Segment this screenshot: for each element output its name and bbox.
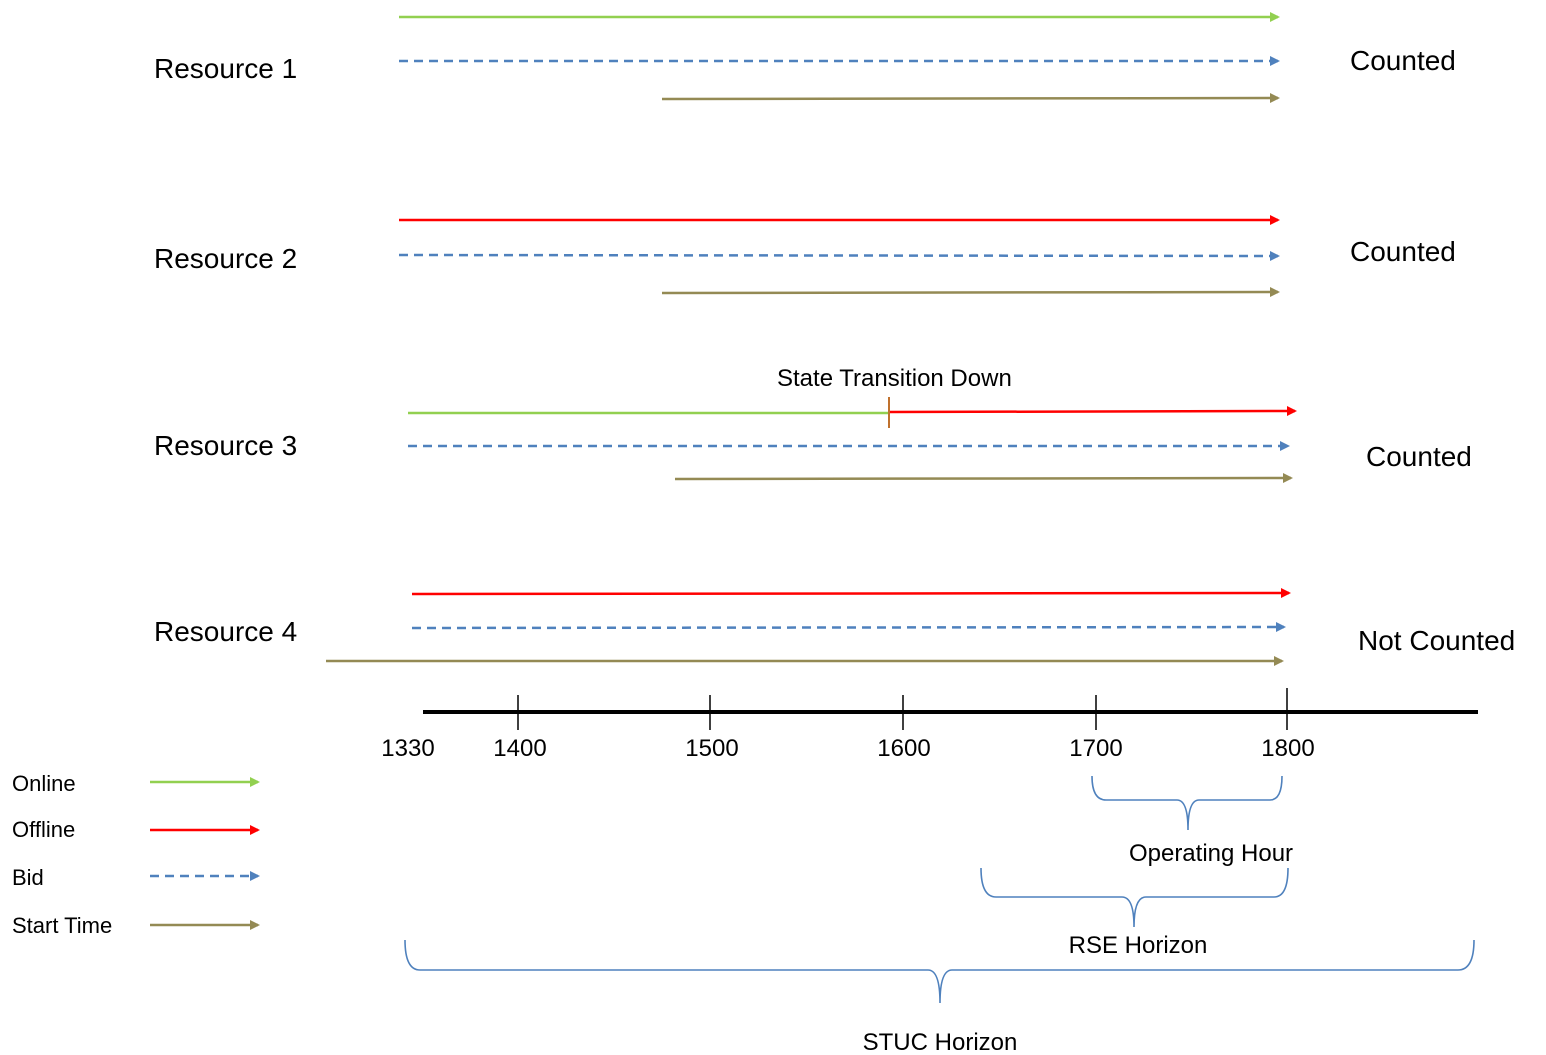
axis-label-1330: 1330 [381,735,434,762]
resource-3-status: Counted [1366,441,1472,472]
legend: Online Offline Bid Start Time [12,771,260,938]
resource-2-start-time-arrow [661,287,1280,298]
resource-2-group: Resource 2 Counted [154,215,1456,298]
resource-3-group: State Transition Down Resource 3 Counted [154,365,1472,484]
resource-3-offline-arrow [889,406,1297,417]
stuc-horizon-label: STUC Horizon [863,1029,1018,1055]
resource-1-status: Counted [1350,45,1456,76]
operating-hour-label: Operating Hour [1129,840,1293,867]
axis-label-1400: 1400 [493,735,546,762]
horizon-braces [404,775,1475,1004]
legend-start-time-label: Start Time [12,913,112,938]
stuc-horizon-brace [404,939,1475,1004]
resource-3-label: Resource 3 [154,430,297,461]
axis-label-1500: 1500 [685,735,738,762]
rse-horizon-label: RSE Horizon [1069,932,1208,959]
resource-2-status: Counted [1350,236,1456,267]
legend-online-label: Online [12,771,76,796]
time-axis: 1330 1400 1500 1600 1700 1800 [381,688,1478,762]
operating-hour-brace [1091,775,1283,831]
resource-3-start-time-arrow [674,473,1293,484]
axis-label-1600: 1600 [877,735,930,762]
resource-1-start-time-arrow [661,93,1280,104]
axis-label-1800: 1800 [1261,735,1314,762]
resource-1-label: Resource 1 [154,53,297,84]
resource-4-offline-arrow [411,588,1291,599]
resource-4-group: Resource 4 Not Counted [154,588,1515,666]
resource-2-label: Resource 2 [154,243,297,274]
axis-label-1700: 1700 [1069,735,1122,762]
legend-offline-label: Offline [12,817,75,842]
resource-4-label: Resource 4 [154,616,297,647]
resource-4-bid-arrow [411,622,1286,633]
legend-bid-label: Bid [12,865,44,890]
resource-4-status: Not Counted [1358,625,1515,656]
resource-2-bid-arrow [398,250,1280,261]
state-transition-label: State Transition Down [777,365,1012,392]
resource-1-group: Resource 1 Counted [154,12,1456,104]
rse-horizon-brace [980,867,1289,928]
